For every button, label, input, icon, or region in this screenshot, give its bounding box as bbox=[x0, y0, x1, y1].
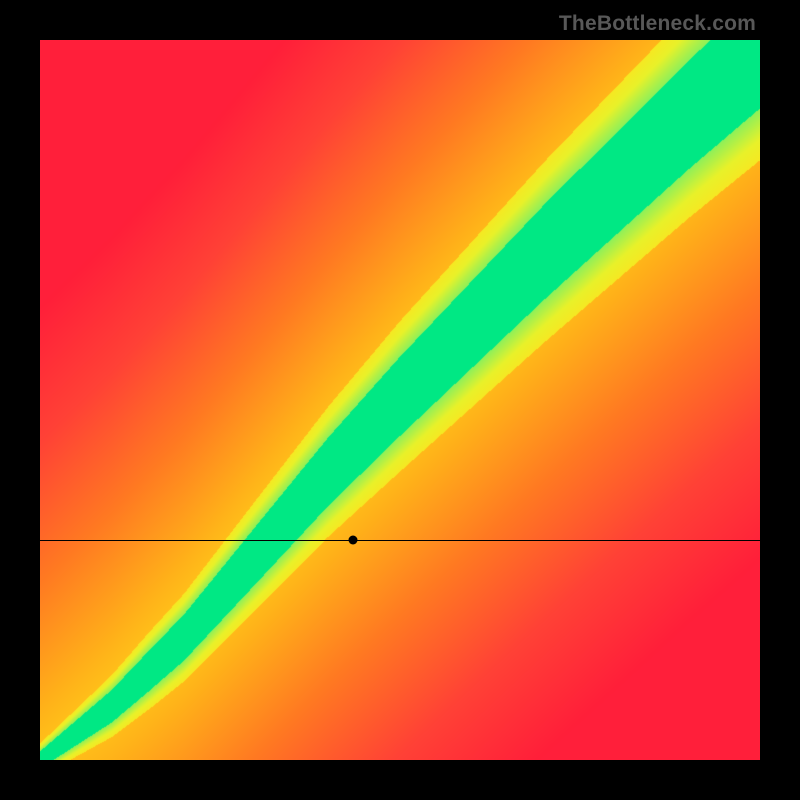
crosshair-horizontal bbox=[40, 540, 760, 541]
data-point-marker bbox=[349, 536, 358, 545]
chart-frame: TheBottleneck.com bbox=[0, 0, 800, 800]
heatmap-canvas bbox=[40, 40, 760, 760]
crosshair-vertical bbox=[353, 760, 354, 800]
plot-area bbox=[40, 40, 760, 760]
watermark-text: TheBottleneck.com bbox=[559, 12, 756, 36]
